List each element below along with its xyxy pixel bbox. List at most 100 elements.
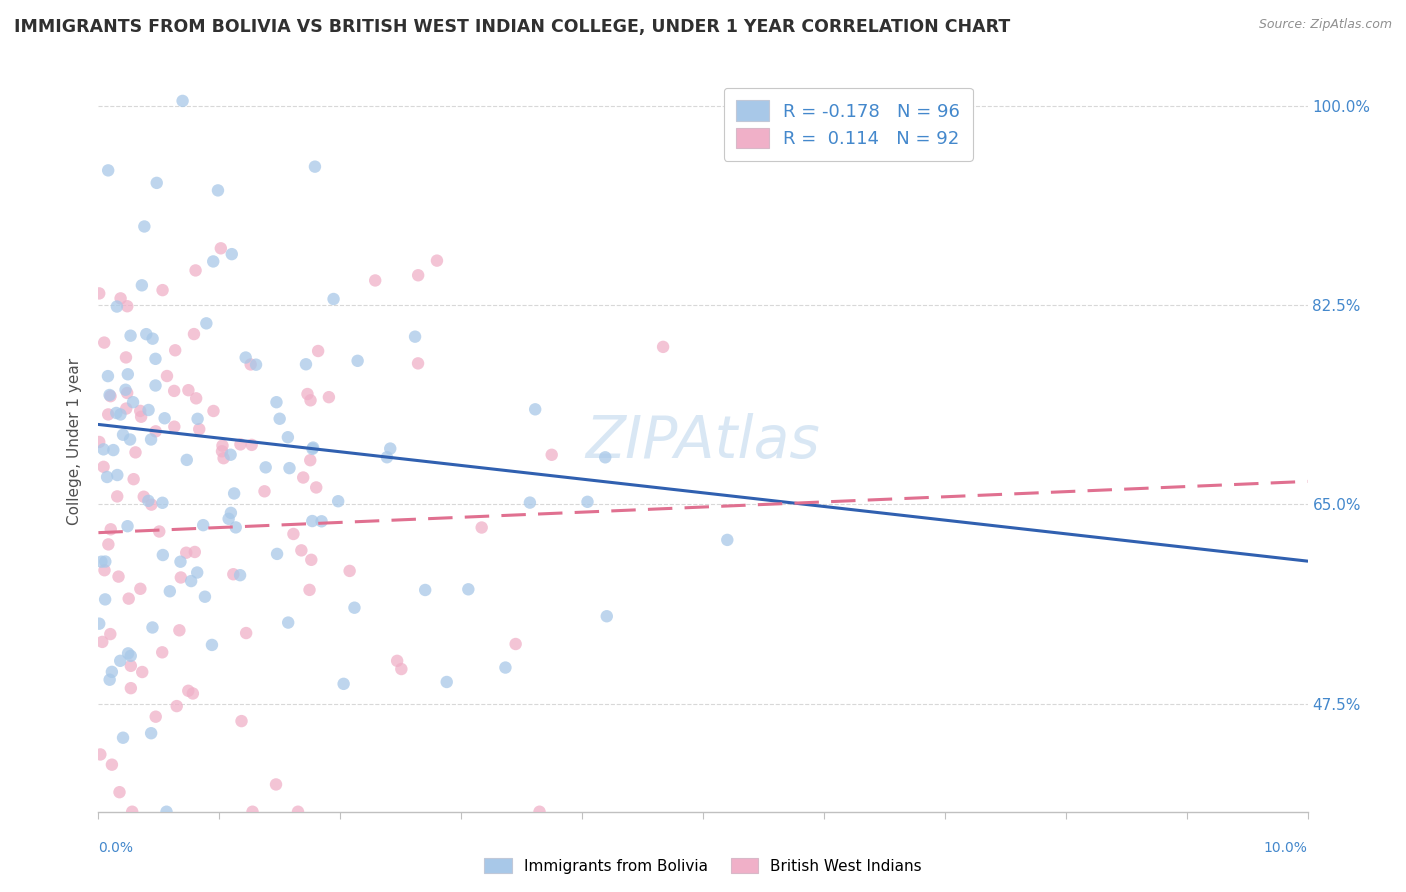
Point (174, 546, 197, 560)
Point (193, 518, 215, 533)
Point (172, 94, 194, 108)
Point (385, 654, 408, 668)
Point (98, 673, 121, 687)
Point (406, 268, 429, 283)
Point (120, 433, 142, 447)
Point (328, 494, 350, 508)
Point (339, 564, 361, 578)
Point (112, 731, 135, 745)
Point (122, 472, 145, 486)
Point (169, 624, 191, 638)
Point (97, 408, 120, 422)
Point (471, 520, 494, 534)
Point (322, 292, 344, 306)
Point (290, 543, 312, 558)
Point (107, 569, 129, 583)
Point (135, 327, 157, 342)
Point (134, 219, 156, 234)
Point (229, 437, 252, 451)
Point (120, 658, 142, 673)
Point (253, 484, 276, 499)
Point (188, 422, 211, 436)
Point (264, 777, 287, 791)
Point (115, 386, 138, 401)
Point (211, 444, 233, 458)
Point (716, 533, 738, 547)
Point (93, 335, 115, 350)
Point (287, 805, 309, 819)
Point (406, 356, 429, 370)
Point (180, 574, 202, 588)
Point (145, 378, 167, 392)
Point (138, 403, 160, 417)
Point (131, 278, 153, 293)
Point (186, 392, 208, 406)
Point (129, 582, 152, 596)
Point (389, 662, 412, 676)
Point (139, 726, 162, 740)
Point (131, 665, 153, 679)
Point (301, 514, 323, 528)
Point (120, 328, 142, 343)
Point (346, 354, 368, 368)
Point (269, 411, 291, 425)
Point (166, 699, 188, 714)
Point (219, 506, 242, 520)
Point (524, 402, 547, 417)
Point (89, 434, 111, 449)
Point (110, 654, 132, 668)
Point (209, 241, 232, 255)
Point (576, 495, 599, 509)
Point (596, 609, 619, 624)
Point (129, 409, 152, 424)
Point (457, 582, 479, 597)
Point (404, 329, 426, 343)
Text: ZIPAtlas: ZIPAtlas (586, 413, 820, 470)
Point (292, 470, 315, 484)
Point (229, 568, 252, 582)
Point (307, 344, 329, 359)
Point (155, 805, 177, 819)
Point (159, 584, 181, 599)
Point (298, 582, 321, 597)
Point (295, 357, 318, 371)
Point (98, 627, 121, 641)
Point (105, 490, 128, 504)
Point (98, 388, 121, 402)
Point (184, 263, 207, 277)
Point (494, 660, 516, 674)
Y-axis label: College, Under 1 year: College, Under 1 year (67, 358, 83, 525)
Point (97, 369, 120, 384)
Point (153, 411, 176, 425)
Point (145, 425, 167, 439)
Point (124, 445, 146, 459)
Point (231, 714, 253, 728)
Point (212, 451, 235, 466)
Point (101, 757, 124, 772)
Point (132, 490, 155, 504)
Point (221, 247, 243, 261)
Point (150, 645, 173, 659)
Point (129, 404, 152, 418)
Point (593, 450, 616, 465)
Point (101, 665, 124, 679)
Point (90, 555, 112, 569)
Point (202, 254, 225, 268)
Point (91, 635, 114, 649)
Point (152, 283, 174, 297)
Legend: Immigrants from Bolivia, British West Indians: Immigrants from Bolivia, British West In… (478, 852, 928, 880)
Point (318, 390, 340, 404)
Point (89, 616, 111, 631)
Point (139, 433, 162, 447)
Point (93, 442, 115, 457)
Point (283, 527, 305, 541)
Point (278, 461, 301, 475)
Point (117, 299, 139, 313)
Point (299, 453, 322, 467)
Point (224, 486, 246, 500)
Point (120, 681, 142, 695)
Point (194, 590, 217, 604)
Point (299, 553, 322, 567)
Point (311, 514, 333, 528)
Point (211, 439, 233, 453)
